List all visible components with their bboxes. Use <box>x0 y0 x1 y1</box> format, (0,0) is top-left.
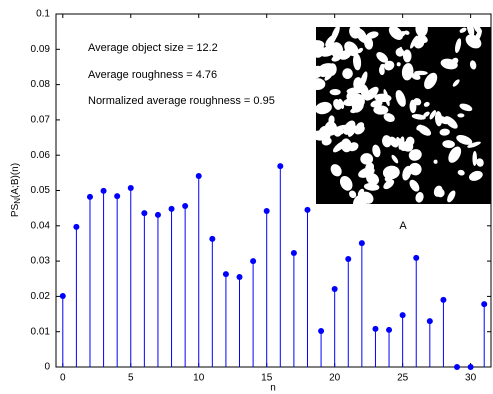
stem-marker <box>128 185 134 191</box>
y-tick-label: 0.1 <box>36 9 50 20</box>
x-tick-label: 5 <box>128 373 134 384</box>
stem-marker <box>182 203 188 209</box>
y-tick-label: 0.08 <box>31 79 51 90</box>
stem-marker <box>196 173 202 179</box>
stem-marker <box>386 327 392 333</box>
stem-marker <box>345 256 351 262</box>
y-label-rest: (A;B)(n) <box>10 163 21 198</box>
chart: Average object size = 12.2 Average rough… <box>0 0 493 394</box>
y-tick-label: 0.03 <box>31 256 51 267</box>
stem-marker <box>87 194 93 200</box>
annotation: Average roughness = 4.76 <box>88 69 217 81</box>
y-tick-label: 0.09 <box>31 44 51 55</box>
y-tick-label: 0.02 <box>31 291 51 302</box>
stem-marker <box>209 236 215 242</box>
y-axis-label: PSN(A;B)(n) <box>10 163 22 217</box>
stem-marker <box>60 293 66 299</box>
annotation: Average object size = 12.2 <box>88 42 218 54</box>
stem-marker <box>318 328 324 334</box>
stem-marker <box>440 297 446 303</box>
x-tick-label: 10 <box>193 373 205 384</box>
y-tick-label: 0.04 <box>31 220 51 231</box>
stem-marker <box>101 188 107 194</box>
y-tick-label: 0.07 <box>31 115 51 126</box>
stem-marker <box>413 255 419 261</box>
x-tick-label: 0 <box>60 373 66 384</box>
y-tick-label: 0.01 <box>31 326 51 337</box>
stem-marker <box>250 258 256 264</box>
annotation: Normalized average roughness = 0.95 <box>88 95 275 107</box>
stem-marker <box>304 207 310 213</box>
y-tick-label: 0.05 <box>31 185 51 196</box>
x-tick-label: 20 <box>329 373 341 384</box>
inset-image <box>309 19 491 214</box>
image-label: A <box>399 220 407 232</box>
stem-marker <box>481 301 487 307</box>
stem-marker <box>114 193 120 199</box>
stem-marker <box>141 210 147 216</box>
x-tick-label: 15 <box>261 373 273 384</box>
y-tick-label: 0.06 <box>31 150 51 161</box>
stem-marker <box>372 326 378 332</box>
stem-marker <box>155 212 161 218</box>
stem-marker <box>359 240 365 246</box>
stem-marker <box>223 271 229 277</box>
stem-marker <box>332 286 338 292</box>
x-tick-label: 25 <box>397 373 409 384</box>
x-tick-label: 30 <box>465 373 477 384</box>
stem-marker <box>264 208 270 214</box>
stem-marker <box>169 206 175 212</box>
stem-marker <box>291 250 297 256</box>
x-axis-label: n <box>270 383 276 394</box>
stem-marker <box>427 318 433 324</box>
stem-marker <box>400 312 406 318</box>
stem-marker <box>468 364 474 370</box>
y-tick-label: 0 <box>44 362 50 373</box>
stem-marker <box>454 364 460 370</box>
y-label-main: PS <box>10 203 21 217</box>
stem-marker <box>277 163 283 169</box>
stem-marker <box>237 274 243 280</box>
stem-marker <box>73 224 79 230</box>
